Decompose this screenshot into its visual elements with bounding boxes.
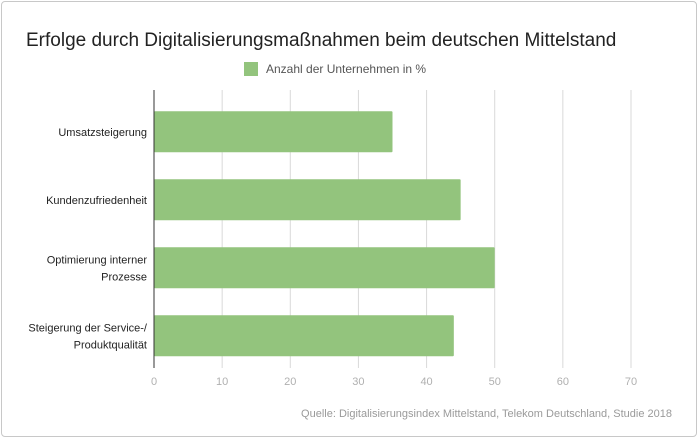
x-tick-label: 0 xyxy=(151,376,157,388)
x-tick-label: 70 xyxy=(625,376,637,388)
x-tick-label: 40 xyxy=(420,376,432,388)
legend-label: Anzahl der Unternehmen in % xyxy=(266,62,427,76)
x-tick-label: 30 xyxy=(352,376,364,388)
category-label: Kundenzufriedenheit xyxy=(46,195,147,207)
bar xyxy=(154,111,393,153)
bar xyxy=(154,247,495,289)
legend-swatch xyxy=(244,62,258,76)
x-tick-label: 50 xyxy=(489,376,501,388)
category-label: Steigerung der Service-/Produktqualität xyxy=(28,322,148,351)
chart-title: Erfolge durch Digitalisierungsmaßnahmen … xyxy=(26,30,617,51)
x-tick-label: 10 xyxy=(216,376,228,388)
bar xyxy=(154,315,454,357)
x-tick-label: 20 xyxy=(284,376,296,388)
source-note: Quelle: Digitalisierungsindex Mittelstan… xyxy=(301,408,672,420)
bar xyxy=(154,179,461,221)
category-label: Optimierung interner Prozesse xyxy=(47,254,148,283)
category-label: Umsatzsteigerung xyxy=(58,127,147,139)
legend: Anzahl der Unternehmen in % xyxy=(244,62,426,76)
x-tick-label: 60 xyxy=(557,376,569,388)
